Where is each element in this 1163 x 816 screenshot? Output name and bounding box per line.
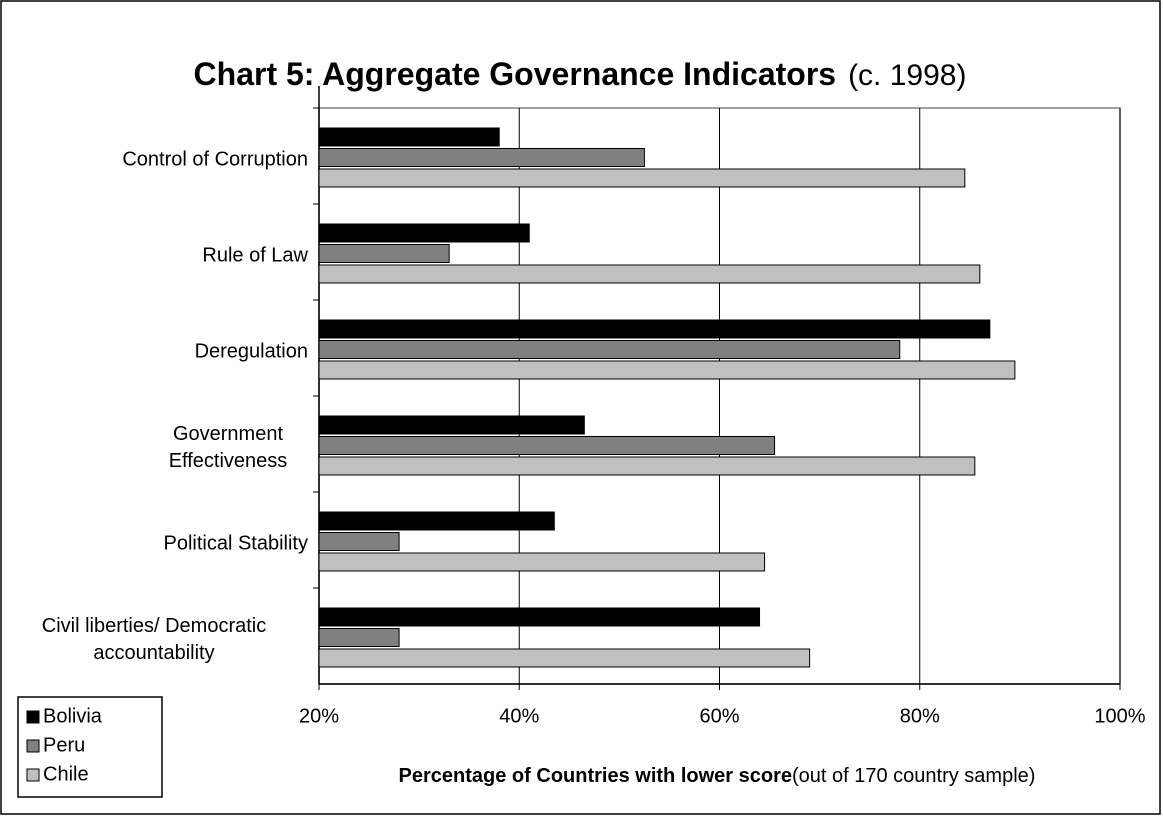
legend-label: Chile <box>43 763 89 785</box>
bar <box>318 319 991 339</box>
legend-swatch <box>26 768 40 782</box>
x-axis-title-group: Percentage of Countries with lower score… <box>399 765 1036 787</box>
x-axis-note: (out of 170 country sample) <box>792 765 1035 787</box>
bar <box>318 532 400 551</box>
bar <box>318 648 811 668</box>
y-tick-label: Control of Corruption <box>122 148 308 171</box>
bar <box>318 415 585 435</box>
bar <box>318 223 530 243</box>
chart-title-group: Chart 5: Aggregate Governance Indicators… <box>194 56 967 92</box>
bar <box>318 607 761 627</box>
bar <box>318 244 450 263</box>
legend-swatch <box>26 739 40 753</box>
legend-box <box>17 696 163 798</box>
bar <box>318 168 966 188</box>
bar <box>318 456 976 476</box>
y-tick-label: Deregulation <box>194 340 308 363</box>
x-tick-label: 80% <box>900 705 940 727</box>
y-tick-label: Rule of Law <box>202 244 308 267</box>
x-axis-title: Percentage of Countries with lower score <box>399 765 792 787</box>
legend-label: Bolivia <box>43 705 103 727</box>
legend-label: Peru <box>43 734 85 756</box>
bar <box>318 552 766 572</box>
x-tick-label: 100% <box>1094 705 1145 727</box>
bar <box>318 340 901 359</box>
y-tick-label: Civil liberties/ Democratic accountabili… <box>41 615 267 664</box>
y-tick-label: Political Stability <box>163 532 308 555</box>
bar <box>318 436 776 455</box>
bar <box>318 148 645 167</box>
legend-swatch <box>26 710 40 724</box>
bar <box>318 511 555 531</box>
y-tick-label: Government Effectiveness <box>168 423 288 472</box>
chart-title: Chart 5: Aggregate Governance Indicators <box>194 56 837 92</box>
x-tick-label: 40% <box>499 705 539 727</box>
bar <box>318 360 1016 380</box>
chart-subtitle: (c. 1998) <box>848 59 966 92</box>
bar <box>318 628 400 647</box>
bar <box>318 264 981 284</box>
x-tick-label: 20% <box>299 705 339 727</box>
bar <box>318 127 500 147</box>
x-tick-label: 60% <box>699 705 739 727</box>
